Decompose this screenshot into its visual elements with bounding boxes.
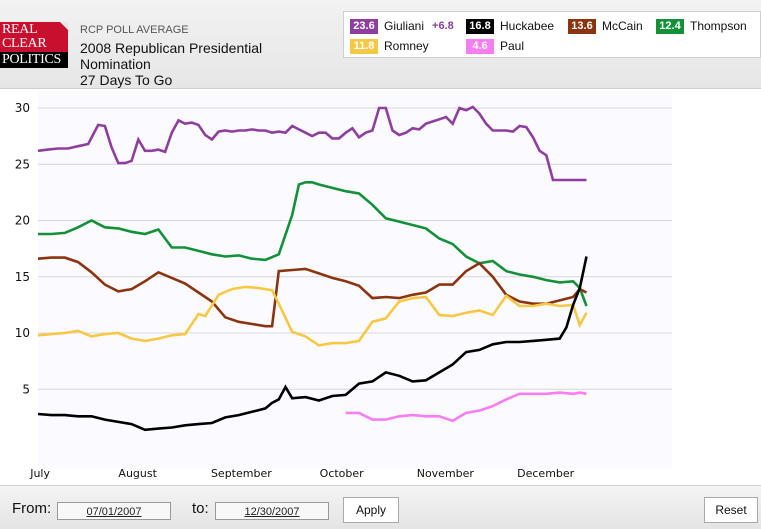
reset-button[interactable]: Reset: [704, 497, 758, 523]
series-line-giuliani: [37, 105, 587, 182]
logo-fold: [60, 22, 68, 30]
legend-label-paul: Paul: [500, 39, 525, 53]
apply-button[interactable]: Apply: [343, 497, 399, 523]
x-tick-label: August: [118, 467, 157, 480]
legend-item-mccain[interactable]: 13.6 McCain: [568, 18, 643, 34]
legend-label-huckabee: Huckabee: [500, 19, 555, 33]
logo-word-clear: CLEAR: [2, 36, 47, 51]
x-tick-label: December: [517, 467, 575, 480]
series-line-mccain: [37, 256, 588, 328]
x-tick-label: November: [417, 467, 475, 480]
chart-title-line-1: 2008 Republican Presidential: [80, 40, 263, 56]
series-line-romney: [37, 285, 588, 347]
legend-item-romney[interactable]: 11.8 Romney: [350, 38, 429, 54]
x-tick-label: October: [320, 467, 364, 480]
y-tick-label: 5: [22, 382, 30, 396]
series-line-paul: [345, 391, 587, 423]
y-tick-label: 10: [15, 326, 30, 340]
logo-black-block: [0, 52, 68, 68]
legend-label-romney: Romney: [384, 39, 429, 53]
y-tick-label: 30: [15, 101, 30, 115]
supertitle: RCP POLL AVERAGE: [80, 24, 189, 36]
legend-value-giuliani: 23.6: [350, 18, 378, 34]
series-line-huckabee: [37, 256, 588, 432]
legend: 23.6 Giuliani +6.8 16.8 Huckabee 13.6 Mc…: [343, 11, 761, 58]
to-label: to:: [192, 500, 209, 517]
logo-word-real: REAL: [2, 22, 38, 37]
legend-label-thompson: Thompson: [690, 19, 747, 33]
y-tick-label: 15: [15, 270, 30, 284]
legend-value-huckabee: 16.8: [466, 18, 494, 34]
series-line-thompson: [38, 181, 588, 307]
legend-value-romney: 11.8: [350, 38, 378, 54]
realclearpolitics-logo: REAL CLEAR POLITICS: [0, 22, 68, 68]
legend-label-giuliani: Giuliani: [384, 19, 425, 33]
legend-value-paul: 4.6: [466, 38, 494, 54]
x-tick-label: July: [29, 467, 50, 480]
plot-background: [38, 91, 672, 469]
legend-item-paul[interactable]: 4.6 Paul: [466, 38, 524, 54]
poll-line-chart: 5 10 15 20 25 30 July August September October Nov…: [0, 91, 672, 485]
logo-word-politics: POLITICS: [2, 52, 62, 67]
legend-value-mccain: 13.6: [568, 18, 596, 34]
legend-item-thompson[interactable]: 12.4 Thompson: [656, 18, 747, 34]
chart-area: 5 10 15 20 25 30 July August September October Nov…: [0, 88, 761, 486]
to-date-input[interactable]: 12/30/2007: [215, 502, 329, 520]
legend-change-giuliani: +6.8: [432, 20, 454, 32]
axis-clip-mask: [0, 459, 28, 485]
chart-title-block: RCP POLL AVERAGE 2008 Republican Preside…: [80, 24, 262, 88]
legend-item-huckabee[interactable]: 16.8 Huckabee: [466, 18, 554, 34]
from-date-input[interactable]: 07/01/2007: [57, 502, 171, 520]
date-range-toolbar: From: 07/01/2007 to: 12/30/2007 Apply Re…: [0, 486, 761, 529]
header: REAL CLEAR POLITICS RCP POLL AVERAGE 200…: [0, 0, 761, 88]
legend-value-thompson: 12.4: [656, 18, 684, 34]
x-tick-label: September: [211, 467, 272, 480]
logo-red-block: [0, 22, 68, 52]
legend-item-giuliani[interactable]: 23.6 Giuliani +6.8: [350, 18, 454, 34]
legend-label-mccain: McCain: [602, 19, 643, 33]
y-tick-label: 20: [15, 214, 30, 228]
y-tick-label: 25: [15, 157, 30, 171]
chart-title-line-2: Nomination: [80, 56, 151, 72]
days-to-go: 27 Days To Go: [80, 72, 173, 88]
from-label: From:: [12, 500, 52, 517]
